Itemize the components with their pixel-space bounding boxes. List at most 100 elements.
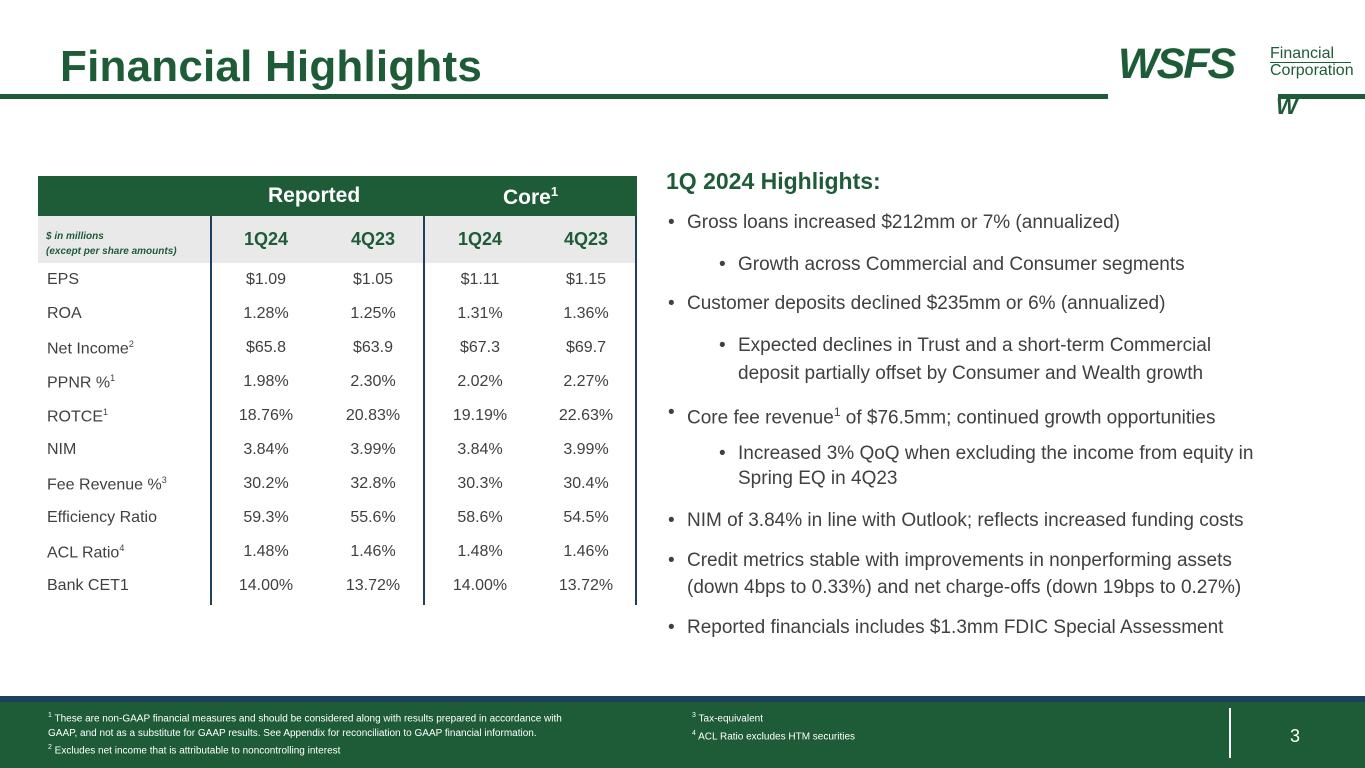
table-cell: 1.46% (350, 543, 396, 560)
table-cell: 2.27% (563, 373, 609, 390)
bullet-dot: • (668, 510, 675, 531)
row-label-sup: 3 (161, 475, 167, 485)
row-label-sup: 4 (119, 543, 125, 553)
row-label-text: Net Income (47, 340, 129, 358)
row-label: ROA (47, 305, 82, 323)
footnote-sup: 3 (692, 712, 696, 719)
bullet-text: Customer deposits declined $235mm or 6% … (687, 293, 1166, 314)
title-rule (0, 94, 1365, 99)
bullet-line: deposit partially offset by Consumer and… (738, 363, 1204, 384)
row-label-text: Bank CET1 (47, 577, 129, 594)
table-cell: 13.72% (558, 577, 614, 594)
logo-gap (1108, 90, 1278, 104)
table-row: Net Income2 $65.8 $63.9 $67.3 $69.7 (38, 331, 637, 365)
table-cell: 14.00% (452, 577, 508, 594)
row-label-text: ROA (47, 305, 82, 322)
table-row: PPNR %1 1.98% 2.30% 2.02% 2.27% (38, 365, 637, 399)
table-cell: $69.7 (565, 339, 607, 356)
table-cell: 19.19% (452, 407, 508, 424)
column-header: 4Q23 (563, 229, 609, 249)
row-label-text: ACL Ratio (47, 544, 120, 562)
column-divider (210, 216, 212, 605)
table-cell: 30.4% (563, 475, 609, 492)
row-label: Fee Revenue %3 (47, 475, 167, 494)
table-cell: 1.46% (563, 543, 609, 560)
row-label: Net Income2 (47, 339, 134, 358)
bullet-dot: • (719, 335, 726, 356)
column-header: 1Q24 (457, 229, 503, 249)
table-cell: 59.3% (243, 509, 289, 526)
bullet-text: Growth across Commercial and Consumer se… (738, 254, 1185, 275)
bullet-dot: • (668, 212, 675, 233)
bullet-text: Increased 3% QoQ when excluding the inco… (738, 441, 1318, 491)
bullet-dot: • (668, 402, 675, 423)
table-group-header: Reported Core1 (38, 176, 637, 216)
column-divider (635, 216, 637, 605)
footnote-sup: 1 (48, 712, 52, 719)
table-cell: 3.84% (243, 441, 289, 458)
row-label: Efficiency Ratio (47, 509, 157, 527)
row-label-sup: 1 (110, 373, 116, 383)
footnote-text: Tax-equivalent (695, 713, 764, 725)
footnote-sup: 4 (692, 729, 696, 737)
table-cell: 1.28% (243, 305, 289, 322)
table-row: EPS $1.09 $1.05 $1.11 $1.15 (38, 263, 637, 297)
table-row: NIM 3.84% 3.99% 3.84% 3.99% (38, 433, 637, 467)
row-label-text: Efficiency Ratio (47, 509, 157, 526)
bullet-line: Expected declines in Trust and a short-t… (738, 335, 1212, 356)
footnote-sup: 2 (48, 744, 52, 752)
bullet-dot: • (668, 293, 675, 314)
row-label: ROTCE1 (47, 407, 108, 426)
table-cell: 3.84% (457, 441, 503, 458)
table-cell: $67.3 (459, 339, 501, 356)
logo-wordmark: WSFS (1118, 40, 1236, 88)
table-cell: 30.3% (457, 475, 503, 492)
bullet-dot: • (668, 617, 675, 638)
table-cell: $1.11 (460, 271, 500, 288)
table-row: Bank CET1 14.00% 13.72% 14.00% 13.72% (38, 569, 637, 603)
bullet-sup: 1 (833, 405, 841, 419)
row-label-sup: 2 (128, 339, 134, 349)
page-title: Financial Highlights (60, 42, 483, 91)
row-label-text: ROTCE (47, 408, 103, 426)
table-cell: 3.99% (563, 441, 609, 458)
footer-accent-bar (0, 696, 1365, 702)
logo-subtitle-line1: Financial (1270, 45, 1335, 62)
column-header: 1Q24 (243, 229, 289, 249)
logo-subtitle: Financial Corporation (1270, 45, 1354, 79)
footnote-text: These are non-GAAP financial measures an… (51, 713, 562, 725)
footnote-3: 3 Tax-equivalent (692, 709, 1092, 727)
column-header: 4Q23 (350, 229, 396, 249)
row-label: ACL Ratio4 (47, 543, 124, 562)
row-label-text: NIM (47, 441, 77, 458)
row-label: EPS (47, 271, 79, 289)
table-cell: 2.30% (350, 373, 396, 390)
table-cell: $1.15 (565, 271, 607, 288)
bullet-text: NIM of 3.84% in line with Outlook; refle… (687, 510, 1244, 531)
table-cell: 54.5% (563, 509, 609, 526)
bullet-line: Credit metrics stable with improvements … (687, 550, 1232, 571)
bullet-text: Credit metrics stable with improvements … (687, 548, 1347, 600)
column-divider (423, 216, 425, 605)
footnote-line: GAAP, and not as a substitute for GAAP r… (48, 727, 537, 739)
group-core-sup: 1 (550, 184, 559, 199)
bullet-text: Reported financials includes $1.3mm FDIC… (687, 617, 1224, 638)
row-label: NIM (47, 441, 76, 459)
table-cell: $63.9 (352, 339, 394, 356)
footnote-text: Excludes net income that is attributable… (51, 745, 341, 757)
units-note-line1: $ in millions (46, 231, 104, 242)
footer: 1 These are non-GAAP financial measures … (0, 702, 1365, 768)
bullet-text-post: of $76.5mm; continued growth opportuniti… (840, 407, 1216, 429)
table-cell: 13.72% (345, 577, 401, 594)
bullet-line: (down 4bps to 0.33%) and net charge-offs… (687, 577, 1242, 598)
row-label-text: Fee Revenue % (47, 476, 162, 494)
table-column-header: $ in millions (except per share amounts)… (38, 216, 637, 263)
row-label: PPNR %1 (47, 373, 115, 392)
bullet-text: Gross loans increased $212mm or 7% (annu… (687, 212, 1120, 233)
row-label: Bank CET1 (47, 577, 129, 595)
bullet-text: Expected declines in Trust and a short-t… (738, 333, 1318, 386)
bullet-dot: • (668, 550, 675, 571)
table-cell: 22.63% (558, 407, 614, 424)
units-note: $ in millions (except per share amounts) (46, 229, 177, 259)
table-cell: 1.48% (243, 543, 289, 560)
